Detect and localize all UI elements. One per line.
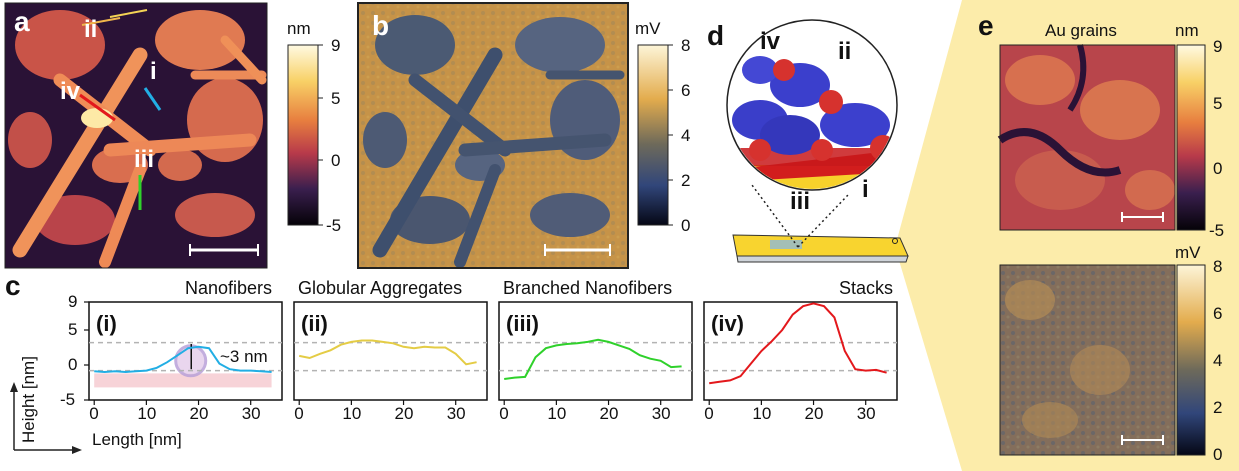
plot-label: (i) [96, 311, 117, 336]
colorbar-tick: 0 [331, 151, 341, 170]
colorbar-unit: mV [1175, 243, 1201, 262]
au-grains-height-image [997, 44, 1176, 231]
x-tick-label: 0 [89, 404, 99, 423]
profile-plots [84, 301, 898, 405]
x-tick-label: 20 [599, 404, 619, 423]
panel-letter-b: b [372, 10, 390, 41]
height-colorbar [287, 44, 319, 226]
colorbar-tick: 2 [1213, 398, 1223, 417]
plot-title: Branched Nanofibers [503, 278, 673, 298]
plot-title: Stacks [839, 278, 894, 298]
x-tick-label: 10 [752, 404, 772, 423]
profile-line [299, 339, 477, 366]
y-axis-label: Height [nm] [19, 356, 38, 443]
x-axis-label: Length [nm] [92, 430, 182, 449]
schematic-label-i: i [862, 176, 869, 203]
colorbar-tick: 0 [1213, 159, 1223, 178]
colorbar-tick: 8 [681, 36, 691, 55]
x-tick-label: 30 [241, 404, 261, 423]
schematic-label-iii: iii [790, 188, 811, 215]
profile-line [94, 345, 272, 374]
line-label-ii: ii [84, 16, 98, 43]
panel-letter-c: c [5, 270, 21, 301]
colorbar-tick: 8 [1213, 257, 1223, 276]
plot-label: (iv) [711, 311, 744, 336]
membrane-sketch [94, 373, 272, 388]
colorbar-tick: 0 [681, 216, 691, 235]
colorbar-tick: 4 [681, 126, 691, 145]
x-tick-label: 30 [856, 404, 876, 423]
plot-label: (ii) [301, 311, 328, 336]
colorbar-unit: nm [287, 19, 311, 38]
potential-colorbar-e [1176, 264, 1206, 456]
colorbar-unit: nm [1175, 21, 1199, 40]
plot-title: Globular Aggregates [298, 278, 463, 298]
schematic-illustration [726, 19, 909, 263]
colorbar-unit: mV [635, 19, 661, 38]
x-tick-label: 0 [499, 404, 509, 423]
colorbar-tick: 4 [1213, 351, 1223, 370]
x-tick-label: 10 [342, 404, 362, 423]
colorbar-tick: 9 [1213, 37, 1223, 56]
colorbar-tick: 5 [1213, 94, 1223, 113]
profile-line [504, 338, 682, 380]
line-label-i: i [150, 58, 157, 85]
afm-potential-image [357, 2, 629, 269]
schematic-label-ii: ii [838, 38, 852, 65]
colorbar-tick: 9 [331, 36, 341, 55]
panel-letter-d: d [707, 20, 725, 51]
profile-line-i [143, 87, 162, 111]
profile-line-ii [81, 17, 121, 26]
plot-frame [703, 301, 898, 401]
colorbar-tick: -5 [1209, 221, 1225, 240]
afm-height-image [4, 2, 268, 269]
x-tick-label: 30 [446, 404, 466, 423]
height-annotation: ~3 nm [220, 347, 268, 366]
au-grains-title: Au grains [1045, 21, 1117, 40]
profile-line [709, 302, 887, 385]
colorbar-tick: 0 [1213, 445, 1223, 464]
line-label-iii: iii [134, 146, 155, 173]
colorbar-tick: 5 [331, 89, 341, 108]
colorbar-tick: 2 [681, 171, 691, 190]
colorbar-tick: -5 [326, 216, 342, 235]
x-tick-label: 20 [189, 404, 209, 423]
line-label-iv: iv [60, 78, 81, 105]
x-tick-label: 0 [294, 404, 304, 423]
x-tick-label: 10 [137, 404, 157, 423]
panel-letter-e: e [978, 10, 994, 41]
plot-frame [498, 301, 693, 401]
x-tick-label: 30 [651, 404, 671, 423]
y-tick-label: 0 [68, 355, 78, 374]
x-tick-label: 10 [547, 404, 567, 423]
plot-label: (iii) [506, 311, 539, 336]
plot-title: Nanofibers [185, 278, 273, 298]
x-tick-label: 20 [394, 404, 414, 423]
y-tick-label: -5 [60, 390, 76, 409]
schematic-label-iv: iv [760, 28, 781, 55]
profile-line-iv [79, 93, 116, 122]
x-tick-label: 0 [704, 404, 714, 423]
colorbar-tick: 6 [1213, 304, 1223, 323]
y-tick-label: 5 [68, 320, 78, 339]
au-grains-potential-image [999, 264, 1176, 456]
height-colorbar-e [1176, 44, 1206, 231]
potential-colorbar [637, 44, 669, 226]
colorbar-tick: 6 [681, 81, 691, 100]
y-tick-label: 9 [68, 292, 78, 311]
panel-letter-a: a [14, 6, 30, 37]
x-tick-label: 20 [804, 404, 824, 423]
